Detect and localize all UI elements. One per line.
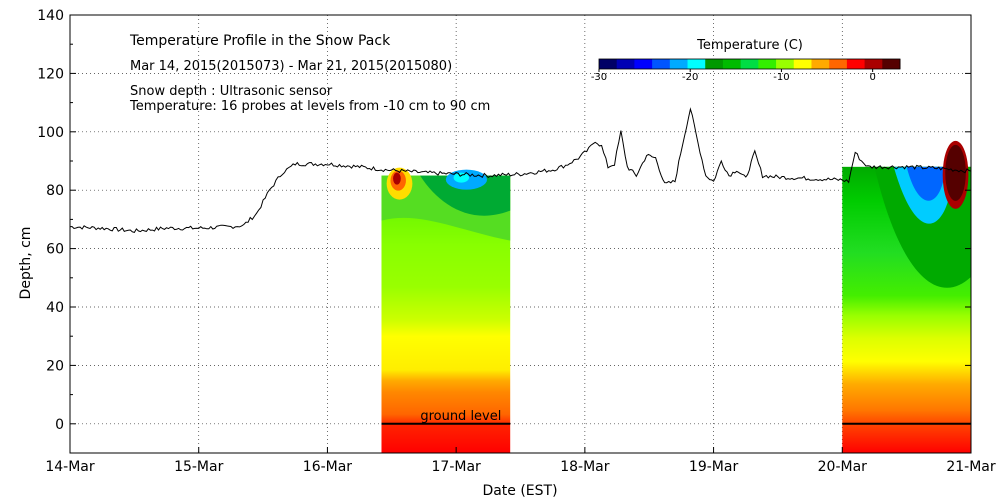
ground-level: ground level (381, 409, 971, 425)
colorbar-swatch (829, 59, 848, 69)
y-tick-label-4: 80 (46, 183, 64, 199)
warm-spot-core (945, 144, 966, 201)
snow-depth-layer (70, 107, 971, 233)
colorbar-swatch (882, 59, 901, 69)
cold-core (906, 166, 946, 201)
note-snow-depth: Snow depth : Ultrasonic sensor (130, 84, 333, 99)
colorbar-frame (598, 58, 901, 70)
x-tick-label-5: 19-Mar (689, 459, 739, 475)
y-tick-label-5: 100 (37, 125, 64, 141)
grid-lines (70, 15, 971, 453)
y-tick-label-7: 140 (37, 8, 64, 24)
colorbar-tick-label-1: -20 (682, 72, 698, 83)
x-axis-label: Date (EST) (482, 483, 557, 499)
colorbar-swatch (740, 59, 759, 69)
colorbar-swatch (846, 59, 866, 69)
colorbar-swatch (634, 59, 653, 69)
colorbar-swatch (811, 59, 830, 69)
colorbar-tick-label-3: 0 (869, 72, 875, 83)
warm-spot-core (393, 172, 401, 185)
x-tick-label-2: 16-Mar (303, 459, 353, 475)
temperature-block-2 (842, 140, 971, 453)
temperature-block-1 (381, 167, 511, 453)
colorbar-swatch (599, 59, 618, 69)
y-tick-label-0: 0 (55, 417, 64, 433)
ground-level-label: ground level (420, 409, 501, 424)
colorbar-swatch (652, 59, 671, 69)
colorbar-swatch (722, 59, 742, 69)
x-tick-label-0: 14-Mar (45, 459, 95, 475)
colorbar-swatch (758, 59, 777, 69)
axis-ticks: 14-Mar 15-Mar 16-Mar 17-Mar 18-Mar 19-Mar 20-M… (37, 8, 996, 475)
colorbar-swatch (793, 59, 812, 69)
colorbar-swatch (705, 59, 724, 69)
colorbar-label: Temperature (C) (696, 38, 803, 53)
temperature-blocks (381, 140, 971, 453)
colorbar-tick-label-2: -10 (773, 72, 789, 83)
x-tick-label-7: 21-Mar (946, 459, 996, 475)
y-tick-label-1: 20 (46, 358, 64, 374)
x-tick-label-4: 18-Mar (560, 459, 610, 475)
colorbar-swatch (864, 59, 883, 69)
y-tick-label-2: 40 (46, 300, 64, 316)
colorbar-swatch (687, 59, 706, 69)
x-tick-label-1: 15-Mar (174, 459, 224, 475)
snow-depth-line (70, 107, 971, 233)
cold-core (453, 172, 470, 183)
y-axis-label: Depth, cm (18, 227, 34, 300)
colorbar-swatch (669, 59, 689, 69)
colorbar-swatch (616, 59, 635, 69)
note-temperature: Temperature: 16 probes at levels from -1… (129, 99, 490, 114)
x-tick-label-6: 20-Mar (818, 459, 868, 475)
colorbar-swatch (776, 59, 795, 69)
plot-frame (69, 14, 972, 454)
colorbar: Temperature (C) -30 -20 -10 0 (591, 38, 901, 83)
x-tick-label-3: 17-Mar (432, 459, 482, 475)
y-tick-label-3: 60 (46, 242, 64, 258)
cool-layer (420, 175, 511, 216)
colorbar-tick-label-0: -30 (591, 72, 607, 83)
chart-subtitle: Mar 14, 2015(2015073) - Mar 21, 2015(201… (130, 59, 452, 74)
y-tick-label-6: 120 (37, 66, 64, 82)
chart-title: Temperature Profile in the Snow Pack (129, 33, 391, 49)
